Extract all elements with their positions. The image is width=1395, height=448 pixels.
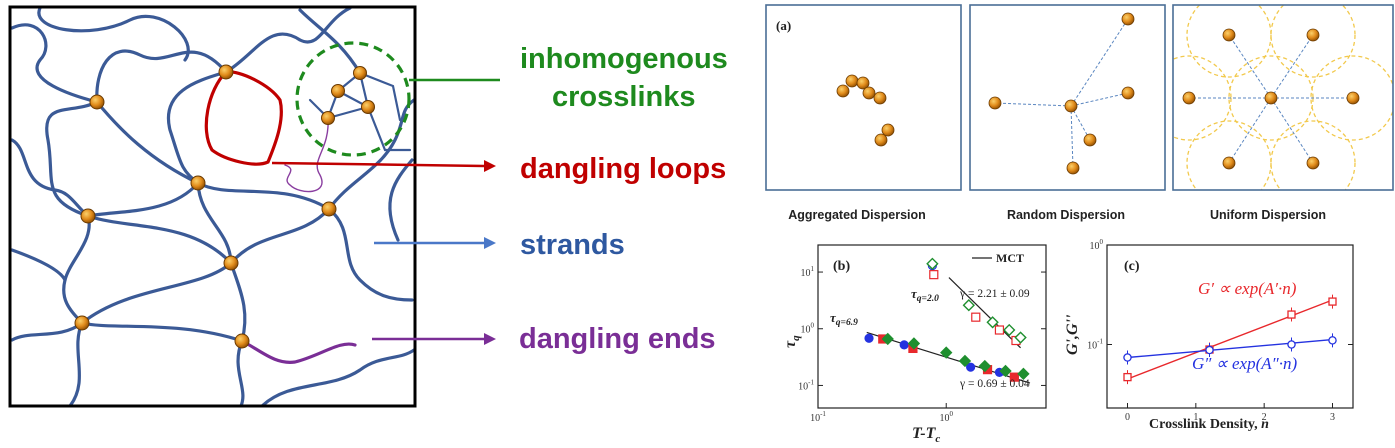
- network-frame: [8, 5, 417, 408]
- panel-b-label: (b): [833, 259, 850, 274]
- b-point-q20-red-1: [971, 312, 981, 322]
- c-fit-line-red: [1127, 299, 1333, 380]
- aggregated-box: [765, 4, 962, 191]
- inhomogeneous-highlight-circle: [295, 41, 411, 157]
- b-point-q69-blue-1: [899, 340, 909, 350]
- b-fit-line-1: [948, 277, 1021, 349]
- dangling-loop-path: [204, 70, 283, 166]
- uniform-box: [1172, 4, 1394, 191]
- b-point-q69-blue-2: [966, 362, 976, 372]
- panel-a-label: (a): [776, 18, 791, 33]
- panel-c-chart: (c) 100 10-1 0 1 2 3 G',G'' Crosslink Densit…: [1064, 238, 1354, 432]
- c-y-tick-label-1: 10-1: [1087, 337, 1103, 351]
- c-point-red-3: [1328, 297, 1337, 306]
- c-point-blue-2: [1287, 340, 1296, 349]
- b-markers: [864, 257, 1030, 382]
- inhomogeneous-label-line2: crosslinks: [552, 81, 695, 113]
- b-point-q20-red-2: [994, 325, 1005, 335]
- b-point-q20-green-4: [1014, 331, 1027, 344]
- tau-q69-label: τq=6.9: [830, 310, 858, 328]
- plot-b-frame: [817, 244, 1047, 409]
- plot-c-frame: [1106, 244, 1354, 409]
- polymer-strands: [10, 7, 415, 406]
- c-point-red-0: [1123, 372, 1132, 382]
- tau-q2-label: τq=2.0: [911, 286, 939, 304]
- c-x-ticks: 0 1 2 3: [1125, 403, 1335, 423]
- random-box: [969, 4, 1166, 191]
- panel-a-dispersion: (a): [765, 4, 1394, 222]
- uniform-caption: Uniform Dispersion: [1210, 208, 1326, 222]
- legend-c-red: G′ ∝ exp(A′·n): [1198, 279, 1297, 298]
- c-markers: [1123, 294, 1337, 385]
- b-y-ticks: 10-1 100 101: [798, 265, 1046, 392]
- c-y-axis-label: G',G'': [1064, 314, 1081, 355]
- c-fit-line-blue: [1127, 338, 1333, 359]
- legend-b-text: MCT: [996, 251, 1024, 265]
- c-point-blue-3: [1328, 336, 1337, 345]
- b-point-q20-green-3: [1003, 323, 1016, 337]
- b-point-q69-red-3: [1009, 372, 1019, 382]
- c-point-blue-1: [1205, 345, 1214, 355]
- arrow-head-loops: [484, 160, 496, 172]
- b-y-axis-label: τq: [782, 335, 802, 348]
- random-caption: Random Dispersion: [1007, 208, 1125, 222]
- b-point-q20-red-0: [929, 270, 939, 280]
- legend-c-blue: G″ ∝ exp(A″·n): [1192, 354, 1297, 373]
- arrow-head-strands: [484, 237, 496, 249]
- dangling-end-path: [240, 339, 357, 364]
- c-x-tick-label-0: 0: [1125, 412, 1130, 423]
- c-x-tick-label-3: 3: [1330, 412, 1335, 423]
- b-point-q69-green-0: [881, 332, 894, 346]
- c-fit-lines: [1127, 299, 1333, 380]
- gamma-low-label: γ = 0.69 ± 0.04: [959, 378, 1030, 390]
- b-point-q69-green-4: [978, 359, 992, 373]
- c-y-ticks: 100 10-1: [1087, 238, 1353, 351]
- panel-b-chart: (b) MCT 10-1 100 101 10-1 100 τq T-Tc τq=2.…: [782, 244, 1047, 445]
- c-point-red-2: [1287, 310, 1296, 319]
- dangling-ends-label: dangling ends: [519, 323, 716, 355]
- b-point-q69-green-2: [940, 346, 953, 359]
- b-x-axis-label: T-Tc: [912, 425, 940, 445]
- network-diagram: [8, 5, 417, 408]
- thin-dangling-end-path: [284, 117, 329, 193]
- crosslink-beads: [74, 64, 375, 349]
- network-labels: inhomogenous crosslinks dangling loops s…: [271, 43, 728, 355]
- b-point-q20-green-0: [926, 257, 939, 270]
- c-y-tick-label-0: 100: [1090, 238, 1104, 252]
- panel-c-label: (c): [1124, 259, 1140, 274]
- arrow-head-ends: [484, 333, 496, 345]
- uniform-dashed-links: [1189, 34, 1353, 164]
- particles: [836, 12, 1360, 175]
- b-y-tick-label-0: 10-1: [798, 378, 814, 392]
- random-dashed-links: [994, 18, 1129, 169]
- c-point-blue-0: [1123, 353, 1132, 362]
- c-x-axis-label: Crosslink Density, n: [1149, 417, 1269, 432]
- b-x-ticks: 10-1 100: [810, 403, 953, 424]
- b-point-q20-green-1: [962, 299, 975, 312]
- b-point-q20-green-2: [986, 316, 999, 329]
- b-y-tick-label-2: 101: [801, 265, 815, 279]
- aggregated-caption: Aggregated Dispersion: [788, 208, 926, 222]
- strands-label: strands: [520, 229, 625, 261]
- c-x-tick-label-2: 2: [1262, 412, 1267, 423]
- inhomogeneous-label-line1: inhomogenous: [520, 43, 728, 75]
- b-x-tick-label-1: 100: [939, 410, 953, 424]
- b-x-tick-label-0: 10-1: [810, 410, 826, 424]
- gamma-high-label: γ = 2.21 ± 0.09: [959, 288, 1030, 300]
- b-point-q69-green-5: [999, 364, 1012, 378]
- b-point-q69-blue-0: [864, 333, 874, 343]
- b-point-q69-green-3: [958, 354, 972, 368]
- b-y-tick-label-1: 100: [801, 322, 815, 336]
- b-point-q69-green-6: [1017, 367, 1030, 381]
- dangling-loops-label: dangling loops: [520, 153, 726, 185]
- c-x-tick-label-1: 1: [1193, 412, 1198, 423]
- b-point-q69-green-1: [907, 337, 921, 350]
